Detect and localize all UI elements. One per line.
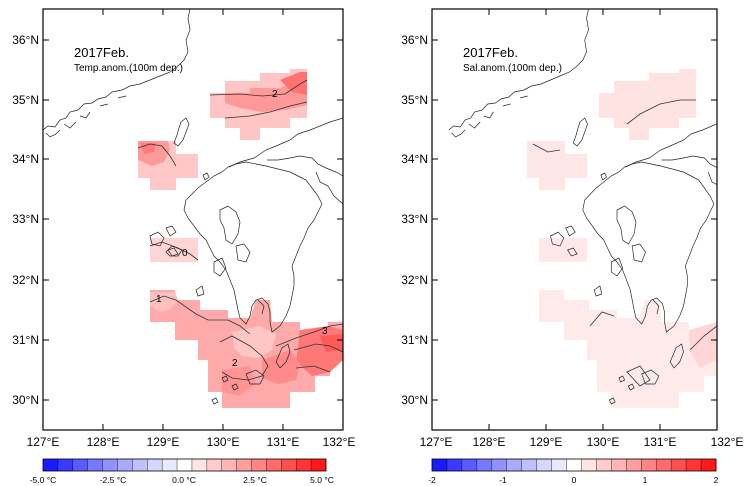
contour-label: 2 [232, 358, 238, 369]
lat-label: 36°N [401, 33, 428, 47]
panel-title: 2017Feb. [463, 45, 518, 60]
lat-label: 33°N [401, 212, 428, 226]
lon-label: 128°E [473, 435, 506, 449]
colorbar-label: -1 [499, 475, 507, 485]
colorbar-swatch [536, 459, 552, 471]
colorbar-swatch [266, 459, 282, 471]
lon-label: 129°E [530, 435, 563, 449]
colorbar-swatch [581, 459, 597, 471]
contour-label: 0 [182, 248, 188, 259]
colorbar-swatch [251, 459, 267, 471]
colorbar-swatch [446, 459, 463, 471]
colorbar-swatch [117, 459, 133, 471]
panel-title: 2017Feb. [74, 45, 129, 60]
colorbar-swatch [132, 459, 148, 471]
lat-label: 30°N [12, 393, 39, 407]
lon-label: 131°E [644, 435, 677, 449]
temperature-anomaly-shading [138, 69, 343, 408]
lon-label: 132°E [323, 435, 356, 449]
lat-label: 34°N [12, 152, 39, 166]
colorbar-swatch [87, 459, 103, 471]
lat-label: 30°N [401, 393, 428, 407]
temperature-anomaly-map: 2 0 1 2 3 2017Feb. Temp.anom.(100m dep.)… [12, 8, 356, 449]
colorbar-swatch [191, 459, 208, 471]
colorbar-swatch [596, 459, 612, 471]
lat-label: 35°N [12, 93, 39, 107]
contour-label: 3 [322, 326, 328, 337]
colorbar-frame [431, 458, 717, 472]
right-ticks [431, 9, 718, 430]
colorbar-label: -2 [428, 475, 436, 485]
colorbar-swatch [311, 459, 327, 471]
colorbar-label: 2 [714, 475, 719, 485]
salinity-anomaly-shading [527, 69, 717, 408]
panel-subtitle: Sal.anom.(100m dep.) [463, 63, 562, 74]
colorbar-swatch [626, 459, 642, 471]
lat-label: 34°N [401, 152, 428, 166]
colorbar-label: 5.0 °C [310, 475, 334, 485]
colorbar-label: 1 [643, 475, 648, 485]
colorbar-swatch [72, 459, 88, 471]
lon-label: 129°E [147, 435, 180, 449]
salinity-contours [532, 99, 717, 387]
lon-label: 128°E [87, 435, 120, 449]
lon-label: 130°E [207, 435, 240, 449]
lat-label: 36°N [12, 33, 39, 47]
colorbar-swatch [671, 459, 687, 471]
colorbar-swatch [686, 459, 702, 471]
contour-label: 2 [272, 89, 278, 100]
colorbar-swatch [566, 459, 582, 471]
colorbar-swatch [162, 459, 178, 471]
colorbar-label: 0.0 °C [172, 475, 196, 485]
colorbar-swatch [476, 459, 493, 471]
colorbar-swatch [296, 459, 312, 471]
colorbar-swatch [236, 459, 252, 471]
lat-label: 32°N [401, 273, 428, 287]
colorbar-frame [42, 458, 327, 472]
colorbar-swatch [221, 459, 237, 471]
lon-label: 132°E [711, 435, 744, 449]
contour-label: 1 [156, 294, 162, 305]
colorbar-swatch [611, 459, 627, 471]
colorbar-label: -5.0 °C [30, 475, 57, 485]
colorbar-swatch [432, 459, 448, 471]
lat-label: 33°N [12, 212, 39, 226]
colorbar-swatch [57, 459, 74, 471]
panel-subtitle: Temp.anom.(100m dep.) [74, 63, 183, 74]
colorbar-swatch [656, 459, 672, 471]
lat-label: 31°N [401, 333, 428, 347]
salinity-colorbar [431, 458, 717, 472]
colorbar-swatch [147, 459, 163, 471]
colorbar-label: 0 [572, 475, 577, 485]
colorbar-swatch [281, 459, 297, 471]
colorbar-swatch [521, 459, 537, 471]
colorbar-swatch [206, 459, 223, 471]
lon-label: 127°E [420, 435, 453, 449]
left-ticks [42, 9, 344, 430]
colorbar-swatch [461, 459, 478, 471]
colorbar-swatch [491, 459, 508, 471]
colorbar-swatch [701, 459, 717, 471]
lat-label: 35°N [401, 93, 428, 107]
colorbar-swatch [177, 459, 193, 471]
salinity-anomaly-map: 2017Feb. Sal.anom.(100m dep.) 36°N 35°N … [401, 8, 744, 449]
colorbar-label: 2.5 °C [243, 475, 267, 485]
colorbar-swatch [551, 459, 567, 471]
lat-label: 31°N [12, 333, 39, 347]
lon-label: 127°E [27, 435, 60, 449]
lon-label: 131°E [267, 435, 300, 449]
colorbar-swatch [43, 459, 59, 471]
lon-label: 130°E [587, 435, 620, 449]
colorbar-swatch [102, 459, 118, 471]
colorbar-label: -2.5 °C [100, 475, 127, 485]
colorbar-swatch [641, 459, 657, 471]
lat-label: 32°N [12, 273, 39, 287]
colorbar-swatch [506, 459, 522, 471]
temperature-contours [137, 79, 343, 381]
temperature-colorbar [42, 458, 327, 472]
